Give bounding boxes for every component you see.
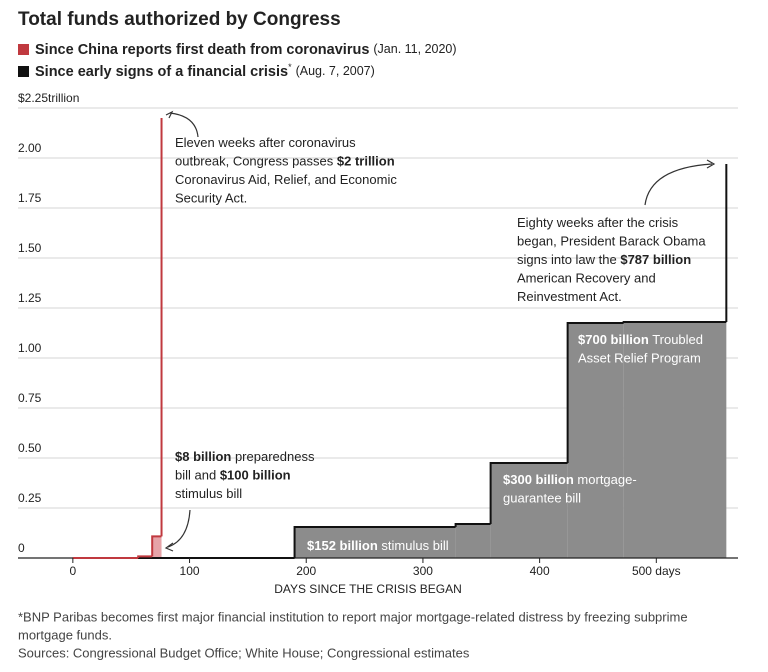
annotation-bold: $100 billion [220, 468, 291, 483]
annotation: American Recovery and [517, 271, 656, 286]
y-tick-label: 1.00 [18, 341, 42, 355]
annotation-text: American Recovery and [517, 271, 656, 286]
step-line [293, 526, 456, 558]
legend-date: (Jan. 11, 2020) [373, 42, 456, 56]
annotation: bill and $100 billion [175, 468, 291, 483]
legend-marker: * [288, 62, 292, 72]
step-line [454, 523, 491, 527]
annotation-text: stimulus bill [378, 538, 449, 553]
footnote: mortgage funds. [18, 627, 112, 642]
y-tick-label: $2.25trillion [18, 91, 79, 105]
annotation: Reinvestment Act. [517, 289, 622, 304]
annotation-text: Troubled [649, 332, 703, 347]
annotation: $152 billion stimulus bill [307, 538, 449, 553]
step-line [566, 322, 624, 463]
y-tick-label: 0.50 [18, 441, 42, 455]
annotation: Eighty weeks after the crisis [517, 215, 679, 230]
area [152, 536, 162, 558]
annotation-text: mortgage- [574, 472, 637, 487]
annotation: guarantee bill [503, 491, 581, 506]
arrow-head [706, 159, 716, 169]
annotation-bold: $787 billion [620, 252, 691, 267]
area [455, 524, 491, 558]
step-line [622, 321, 727, 323]
legend-swatch [18, 44, 29, 55]
source: Sources: Congressional Budget Office; Wh… [18, 645, 470, 660]
footnote: *BNP Paribas becomes first major financi… [18, 609, 688, 624]
annotation-bold: $152 billion [307, 538, 378, 553]
annotation: stimulus bill [175, 486, 242, 501]
step-line [489, 462, 568, 524]
step-line [151, 535, 162, 557]
step-line [137, 555, 153, 558]
area [490, 463, 568, 558]
x-axis-label: DAYS SINCE THE CRISIS BEGAN [274, 582, 462, 596]
legend-label: Since China reports first death from cor… [35, 42, 457, 58]
annotation: outbreak, Congress passes $2 trillion [175, 154, 395, 169]
annotation: Security Act. [175, 191, 247, 206]
annotation-text: stimulus bill [175, 486, 242, 501]
annotation-text: Asset Relief Program [578, 351, 701, 366]
x-tick-label: 400 [530, 564, 550, 578]
legend-label: Since early signs of a financial crisis*… [35, 62, 375, 79]
arrow [644, 163, 713, 206]
annotation: began, President Barack Obama [517, 234, 706, 249]
arrow-head [165, 110, 174, 119]
annotation: Coronavirus Aid, Relief, and Economic [175, 172, 397, 187]
x-tick-label: 100 [180, 564, 200, 578]
annotation-text: Coronavirus Aid, Relief, and Economic [175, 172, 397, 187]
annotation-bold: $2 trillion [337, 154, 395, 169]
legend-date: (Aug. 7, 2007) [296, 64, 375, 78]
annotation: $8 billion preparedness [175, 449, 315, 464]
annotation-bold: $300 billion [503, 472, 574, 487]
area [567, 323, 624, 558]
chart-title: Total funds authorized by Congress [18, 9, 341, 30]
arrow [169, 112, 199, 138]
x-tick-label: 0 [70, 564, 77, 578]
area [294, 527, 456, 558]
annotation-bold: $700 billion [578, 332, 649, 347]
annotation: $700 billion Troubled [578, 332, 703, 347]
arrow-head [164, 542, 174, 552]
annotation-text: Security Act. [175, 191, 247, 206]
x-tick-label: 500 days [632, 564, 681, 578]
x-tick-label: 300 [413, 564, 433, 578]
x-tick-label: 200 [296, 564, 316, 578]
y-tick-label: 0.75 [18, 391, 42, 405]
y-tick-label: 1.25 [18, 291, 42, 305]
y-tick-label: 2.00 [18, 141, 42, 155]
annotation-text: signs into law the [517, 252, 620, 267]
legend-name: Since early signs of a financial crisis [35, 64, 288, 80]
annotation: Eleven weeks after coronavirus [175, 135, 356, 150]
annotation-text: bill and [175, 468, 220, 483]
legend-swatch [18, 66, 29, 77]
annotation-text: Eighty weeks after the crisis [517, 215, 679, 230]
legend-name: Since China reports first death from cor… [35, 42, 369, 58]
annotation-text: Eleven weeks after coronavirus [175, 135, 356, 150]
annotation-text: guarantee bill [503, 491, 581, 506]
y-tick-label: 0.25 [18, 491, 42, 505]
annotation-text: preparedness [231, 449, 315, 464]
y-tick-label: 0 [18, 541, 25, 555]
annotation: Asset Relief Program [578, 351, 701, 366]
annotation-text: Reinvestment Act. [517, 289, 622, 304]
annotation-text: began, President Barack Obama [517, 234, 706, 249]
annotation-text: outbreak, Congress passes [175, 154, 337, 169]
y-tick-label: 1.75 [18, 191, 42, 205]
annotation: signs into law the $787 billion [517, 252, 691, 267]
arrow [167, 509, 191, 548]
area [623, 322, 727, 558]
annotation-bold: $8 billion [175, 449, 231, 464]
y-tick-label: 1.50 [18, 241, 42, 255]
annotation: $300 billion mortgage- [503, 472, 637, 487]
